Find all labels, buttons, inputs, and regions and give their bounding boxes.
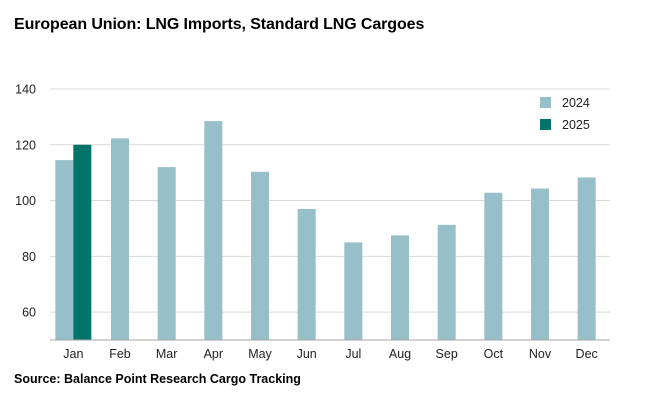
bar-2025-jan xyxy=(73,144,92,340)
y-axis-ticks: 60 80 100 120 140 xyxy=(15,83,36,320)
x-tick-label: Dec xyxy=(576,347,598,361)
x-tick-label: Mar xyxy=(156,347,178,361)
bar-2024-mar xyxy=(157,167,176,340)
x-tick-label: Apr xyxy=(204,347,223,361)
bar-2024-jul xyxy=(344,242,363,340)
x-tick-label: Jun xyxy=(297,347,317,361)
chart-title: European Union: LNG Imports, Standard LN… xyxy=(14,16,425,33)
bar-2024-nov xyxy=(531,188,549,340)
x-tick-label: Oct xyxy=(484,347,504,361)
x-tick-label: Nov xyxy=(529,347,552,361)
x-tick-label: Feb xyxy=(109,347,131,361)
y-tick-label: 80 xyxy=(22,250,36,264)
x-tick-label: Aug xyxy=(389,347,411,361)
x-tick-label: Sep xyxy=(436,347,458,361)
bar-2024-jan xyxy=(55,160,74,340)
bar-2024-may xyxy=(251,171,269,340)
bar-2024-aug xyxy=(391,235,409,340)
x-axis-ticks: Jan Feb Mar Apr May Jun Jul Aug Sep Oct Nov Dec xyxy=(63,347,598,361)
x-tick-label: May xyxy=(248,347,272,361)
bars xyxy=(55,121,596,340)
legend-label-2025: 2025 xyxy=(562,118,590,132)
bar-2024-feb xyxy=(111,138,129,340)
y-tick-label: 140 xyxy=(15,83,36,97)
bar-2024-oct xyxy=(484,192,503,340)
y-tick-label: 60 xyxy=(22,306,36,320)
source-note: Source: Balance Point Research Cargo Tra… xyxy=(14,372,301,386)
bar-2024-dec xyxy=(577,177,596,340)
bar-2024-sep xyxy=(437,224,456,340)
y-tick-label: 120 xyxy=(15,138,36,152)
y-tick-label: 100 xyxy=(15,194,36,208)
legend: 2024 2025 xyxy=(540,96,590,132)
bar-2024-jun xyxy=(297,208,316,340)
gridlines xyxy=(50,88,610,313)
x-tick-label: Jan xyxy=(63,347,83,361)
legend-swatch-2025 xyxy=(540,119,551,130)
legend-swatch-2024 xyxy=(540,97,551,108)
legend-label-2024: 2024 xyxy=(562,96,590,110)
x-tick-label: Jul xyxy=(345,347,361,361)
bar-2024-apr xyxy=(204,121,223,340)
